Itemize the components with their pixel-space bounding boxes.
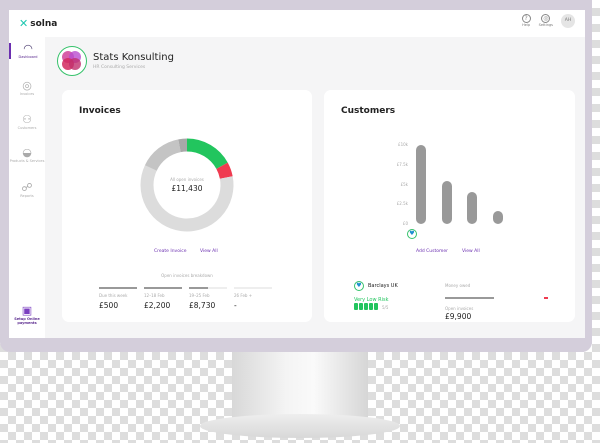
help-button[interactable]: ? Help <box>521 14 531 27</box>
breakdown-bar-track <box>144 287 182 289</box>
logo-icon: ✕ <box>19 17 29 30</box>
risk-label: Very Low Risk <box>354 297 389 303</box>
donut-center-label: All open invoices <box>170 177 204 182</box>
top-bar: ✕ solna ? Help ◎ Settings AH <box>9 10 585 37</box>
invoices-view-all-link[interactable]: View All <box>200 249 218 254</box>
donut-total: £11,430 <box>171 184 203 193</box>
monitor-stand-neck <box>232 352 368 424</box>
risk-score-bar <box>374 303 378 310</box>
risk-score-bar <box>354 303 358 310</box>
gear-icon: ◎ <box>541 14 551 23</box>
sidebar-item-label: Customers <box>17 126 37 130</box>
sidebar: ◠ Dashboard ◎ Invoices ⚇ Customers ◒ Product… <box>9 37 45 338</box>
money-owed-label: Money owed <box>445 283 471 288</box>
donut-segment <box>140 165 234 232</box>
nodes-icon: ☍ <box>21 181 33 194</box>
breakdown-bar-fill <box>99 287 137 289</box>
sidebar-item-dashboard[interactable]: ◠ Dashboard <box>9 43 45 59</box>
gauge-icon: ◠ <box>23 42 33 55</box>
donut-segment <box>216 162 233 179</box>
breakdown-value[interactable]: £500 <box>99 301 119 310</box>
breakdown-value[interactable]: - <box>234 301 237 310</box>
breakdown-title: Open invoices breakdown <box>161 273 213 278</box>
app-screen: ✕ solna ? Help ◎ Settings AH ◠ Dashboard ◎ In… <box>9 10 585 338</box>
setup-payments-promo[interactable]: ▣ Setup Online payments <box>9 304 45 326</box>
breakdown-value[interactable]: £2,200 <box>144 301 171 310</box>
people-icon: ⚇ <box>22 113 32 126</box>
y-tick-label: £10k <box>398 142 408 147</box>
basket-icon: ◒ <box>22 146 32 159</box>
y-tick-label: £2.5k <box>396 201 408 207</box>
add-customer-link[interactable]: Add Customer <box>416 249 449 254</box>
avatar[interactable]: AH <box>561 14 575 28</box>
sidebar-item-label: Reports <box>20 194 34 198</box>
y-tick-label: £7.5k <box>396 161 408 167</box>
logo-text: solna <box>30 18 58 29</box>
customer-bar[interactable] <box>416 145 426 224</box>
breakdown-label: 19–25 Feb <box>189 293 210 298</box>
breakdown-bar-track <box>189 287 227 289</box>
target-icon: ◎ <box>22 79 32 92</box>
open-invoices-label: Open invoices <box>445 306 474 311</box>
money-owed-overdue-mark <box>544 297 548 299</box>
breakdown-label: Due this week <box>99 293 128 298</box>
barclays-logo-icon: ♥ <box>354 281 364 291</box>
barclays-logo-icon: ♥ <box>407 229 417 239</box>
breakdown-bar-fill <box>144 287 182 289</box>
y-tick-label: £5k <box>400 181 408 187</box>
donut-segment <box>144 139 182 172</box>
company-logo <box>57 46 87 76</box>
invoices-title: Invoices <box>79 106 121 116</box>
create-invoice-link[interactable]: Create Invoice <box>154 249 187 254</box>
risk-score-bars <box>354 303 378 310</box>
customer-bar[interactable] <box>492 211 503 224</box>
breakdown-label: 12–18 Feb <box>144 293 165 298</box>
sidebar-item-invoices[interactable]: ◎ Invoices <box>9 79 45 97</box>
sidebar-item-reports[interactable]: ☍ Reports <box>9 181 45 199</box>
risk-score-bar <box>359 303 363 310</box>
sidebar-item-products[interactable]: ◒ Products & Services <box>9 146 45 164</box>
sidebar-item-label: Products & Services <box>9 159 45 163</box>
breakdown-bar-track <box>234 287 272 289</box>
customers-card: Customers £10k £7.5k £5k £2.5k £0 ♥ Add Cust… <box>324 90 575 322</box>
logo[interactable]: ✕ solna <box>19 17 57 30</box>
customer-bar[interactable] <box>441 180 452 224</box>
promo-label: Setup Online payments <box>14 317 40 325</box>
risk-score-bar <box>369 303 373 310</box>
money-owed-bar <box>445 297 494 299</box>
company-header: Stats Konsulting HR Consulting Services <box>57 46 174 76</box>
monitor-stand-base <box>200 414 400 438</box>
y-tick-label: £0 <box>402 221 408 226</box>
open-invoices-amount: £9,900 <box>445 312 472 321</box>
customers-title: Customers <box>341 106 396 116</box>
breakdown-label: 26 Feb + <box>234 293 253 298</box>
settings-label: Settings <box>538 23 553 27</box>
sidebar-item-label: Invoices <box>19 92 35 96</box>
customers-view-all-link[interactable]: View All <box>462 249 480 254</box>
company-name: Stats Konsulting <box>93 52 174 63</box>
top-customer-name[interactable]: Barclays UK <box>368 283 398 289</box>
donut-segment <box>178 138 188 153</box>
donut-segment <box>186 138 228 170</box>
risk-score: 5/5 <box>382 305 389 310</box>
breakdown-bar-track <box>99 287 137 289</box>
help-label: Help <box>522 23 531 27</box>
risk-score-bar <box>364 303 368 310</box>
invoices-donut <box>140 138 234 232</box>
breakdown-bar-fill <box>189 287 208 289</box>
settings-button[interactable]: ◎ Settings <box>539 14 553 27</box>
company-subtitle: HR Consulting Services <box>93 65 146 70</box>
sidebar-item-customers[interactable]: ⚇ Customers <box>9 113 45 131</box>
card-icon: ▣ <box>21 304 33 317</box>
invoices-card: Invoices All open invoices £11,430 Creat… <box>62 90 312 322</box>
help-icon: ? <box>521 14 531 23</box>
monitor-bezel: ✕ solna ? Help ◎ Settings AH ◠ Dashboard ◎ In… <box>0 0 592 352</box>
customer-bar[interactable] <box>467 192 477 224</box>
sidebar-item-label: Dashboard <box>18 55 38 59</box>
breakdown-value[interactable]: £8,730 <box>189 301 216 310</box>
